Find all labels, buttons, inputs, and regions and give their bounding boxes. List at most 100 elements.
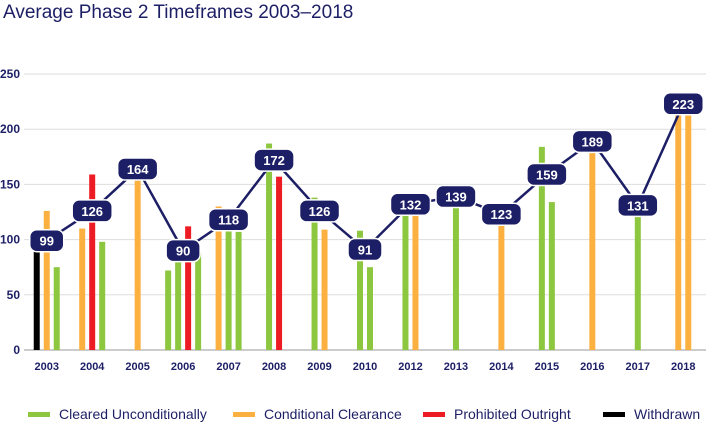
average-label-box — [165, 238, 201, 263]
x-tick-label: 2018 — [671, 361, 695, 373]
bar-cleared — [266, 143, 273, 350]
bar-cleared — [367, 267, 373, 350]
y-tick-label: 200 — [0, 122, 20, 136]
bar-cleared — [235, 231, 242, 350]
bar-cleared — [165, 270, 172, 350]
average-label-box — [28, 228, 65, 253]
bar-conditional — [79, 228, 86, 350]
average-label: 123 — [491, 207, 513, 222]
legend-swatch — [603, 411, 625, 417]
average-label-box — [207, 207, 250, 232]
y-axis-ticks: 0 50 100 150 200 250 — [0, 67, 20, 357]
average-label: 223 — [672, 97, 694, 112]
x-tick-label: 2017 — [626, 361, 650, 373]
average-label-box — [617, 193, 659, 218]
y-tick-label: 150 — [0, 177, 20, 191]
average-label-box — [298, 199, 341, 223]
chart-title: Average Phase 2 Timeframes 2003–2018 — [3, 2, 354, 23]
x-tick-label: 2008 — [262, 361, 286, 373]
average-label: 172 — [263, 153, 285, 168]
average-label: 126 — [309, 204, 331, 219]
bar-cleared — [225, 228, 232, 350]
y-tick-label: 100 — [0, 233, 20, 247]
bar-conditional — [412, 204, 419, 350]
bar-conditional — [134, 178, 141, 350]
grid-lines — [24, 73, 706, 351]
x-tick-label: 2012 — [398, 361, 422, 373]
x-tick-label: 2009 — [307, 361, 331, 373]
average-label: 139 — [445, 190, 467, 205]
y-tick-label: 250 — [0, 67, 20, 81]
legend-label: Withdrawn — [634, 406, 701, 422]
bar-cleared — [357, 230, 363, 350]
x-tick-label: 2007 — [216, 361, 240, 373]
legend-item-conditional: Conditional Clearance — [233, 406, 402, 422]
legend-swatch — [28, 411, 50, 417]
average-label: 189 — [581, 134, 603, 149]
legend-item-prohibited: Prohibited Outright — [423, 406, 571, 422]
average-label: 118 — [218, 213, 239, 228]
x-tick-label: 2014 — [489, 361, 514, 373]
bar-conditional — [675, 112, 682, 350]
x-tick-label: 2003 — [34, 361, 58, 373]
bars — [33, 112, 692, 350]
average-label: 164 — [127, 162, 149, 177]
average-labels: 99 126 164 90 118 172 126 91 132 139 123 159 189 131 2… — [28, 92, 705, 263]
average-label: 91 — [358, 243, 372, 258]
bar-cleared — [402, 212, 409, 350]
bar-cleared — [99, 241, 106, 350]
average-label-box — [526, 162, 568, 187]
average-label-box — [116, 157, 159, 181]
bar-conditional — [215, 206, 222, 350]
x-tick-label: 2004 — [80, 361, 105, 373]
chart-plot: 0 50 100 150 200 250 2003 2004 2005 2006 2007 2008… — [0, 67, 706, 373]
legend-label: Cleared Unconditionally — [59, 406, 207, 422]
average-label: 132 — [400, 197, 422, 212]
bar-conditional — [685, 112, 692, 350]
x-tick-label: 2005 — [125, 361, 149, 373]
bar-cleared — [175, 252, 182, 350]
bar-cleared — [548, 202, 555, 350]
x-tick-label: 2016 — [580, 361, 604, 373]
x-tick-label: 2013 — [444, 361, 468, 373]
bar-cleared — [634, 215, 641, 350]
average-label: 126 — [81, 204, 103, 219]
bar-conditional — [43, 210, 50, 350]
x-axis-ticks: 2003 2004 2005 2006 2007 2008 2009 2010 2012 2013… — [34, 361, 695, 373]
bar-conditional — [589, 151, 596, 350]
average-label-box — [389, 192, 432, 217]
bar-conditional — [321, 229, 328, 350]
legend-label: Conditional Clearance — [264, 406, 402, 422]
legend-swatch — [233, 411, 255, 417]
bar-cleared — [311, 197, 318, 350]
bar-cleared — [452, 196, 459, 350]
bar-prohibited — [89, 174, 96, 350]
average-label-box — [480, 202, 523, 226]
bar-conditional — [498, 214, 505, 350]
average-label-box — [435, 184, 477, 209]
bar-withdrawn — [33, 242, 40, 350]
legend: Cleared Unconditionally Conditional Clear… — [0, 406, 709, 426]
average-label: 99 — [39, 234, 53, 249]
legend-label: Prohibited Outright — [454, 406, 571, 422]
bar-cleared — [195, 252, 202, 350]
average-label: 159 — [536, 167, 558, 182]
x-tick-label: 2010 — [353, 361, 377, 373]
average-label: 90 — [176, 244, 190, 259]
average-label-box — [347, 237, 383, 262]
bar-cleared — [538, 146, 545, 350]
y-tick-label: 0 — [13, 343, 20, 357]
bar-cleared — [53, 267, 60, 350]
average-label-box — [71, 199, 113, 223]
average-label-box — [662, 92, 705, 116]
average-label: 131 — [627, 198, 649, 213]
legend-swatch — [423, 411, 445, 417]
x-tick-label: 2015 — [535, 361, 559, 373]
y-tick-label: 50 — [7, 288, 21, 302]
x-tick-label: 2006 — [171, 361, 195, 373]
legend-item-cleared: Cleared Unconditionally — [28, 406, 207, 422]
legend-item-withdrawn: Withdrawn — [603, 406, 700, 422]
bar-prohibited — [185, 226, 192, 350]
average-label-box — [253, 148, 295, 172]
average-label-box — [571, 129, 614, 154]
